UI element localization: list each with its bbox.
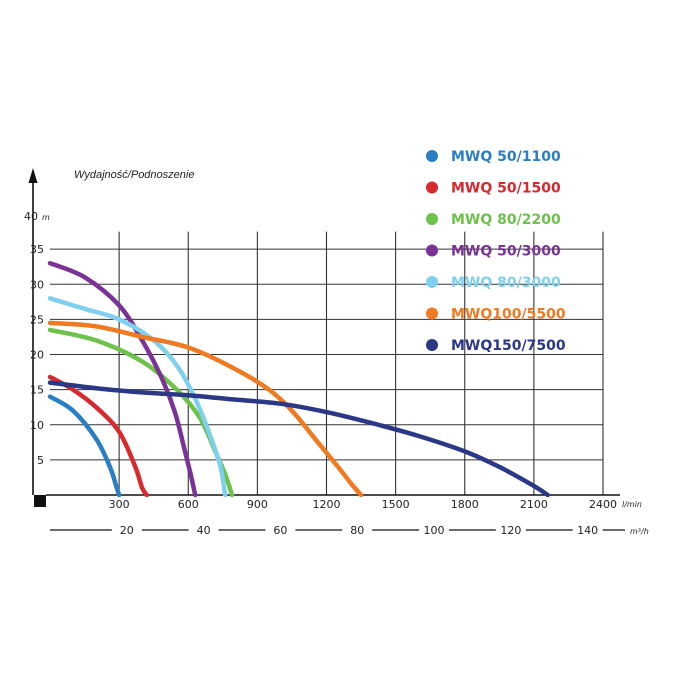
- x-tick-label: 2100: [520, 498, 548, 511]
- legend-label: MWQ 50/1100: [451, 149, 561, 165]
- x2-tick-label: 80: [350, 524, 364, 537]
- x2-unit-label: m³/h: [630, 527, 649, 536]
- legend-label: MWQ100/5500: [451, 307, 566, 323]
- x-tick-label: 2400: [589, 498, 617, 511]
- secondary-tick-gap: [111, 522, 142, 538]
- x-tick-label: 1200: [313, 498, 341, 511]
- x-tick-label: 1800: [451, 498, 479, 511]
- x2-tick-label: 100: [424, 524, 445, 537]
- x2-tick-label: 40: [197, 524, 211, 537]
- secondary-tick-gap: [495, 522, 526, 538]
- y-tick-label: 15: [30, 384, 44, 397]
- secondary-tick-gap: [342, 522, 373, 538]
- legend-label: MWQ 80/3000: [451, 275, 561, 291]
- legend-marker: [426, 213, 438, 225]
- series-line: [47, 374, 150, 498]
- series-line: [47, 320, 364, 498]
- series-line: [47, 260, 198, 498]
- x2-tick-label: 20: [120, 524, 134, 537]
- legend: MWQ 50/1100 MWQ 50/1500 MWQ 80/2200 MWQ 50/…: [426, 149, 566, 354]
- legend-marker: [426, 307, 438, 320]
- secondary-tick-gap: [265, 522, 296, 538]
- x-tick-label: 300: [109, 498, 130, 511]
- y-tick-label: 20: [30, 349, 44, 362]
- legend-label: MWQ150/7500: [451, 338, 566, 354]
- y-tick-label: 10: [30, 419, 44, 432]
- x-tick-label: 1500: [382, 498, 410, 511]
- legend-label: MWQ 50/3000: [451, 244, 561, 260]
- y-top-tick-label: 40: [24, 210, 38, 223]
- y-axis-arrow-icon: [28, 168, 38, 183]
- legend-marker: [426, 339, 438, 351]
- legend-marker: [426, 276, 438, 288]
- y-tick-labels: 5 10 15 20 25 30 35: [30, 243, 44, 467]
- secondary-x-axis: 20 40 60 80 100 120 140: [50, 522, 625, 538]
- legend-marker: [426, 181, 438, 194]
- legend-marker: [426, 244, 438, 257]
- x-unit-label: l/min: [622, 500, 642, 509]
- y-unit-label: m: [42, 213, 50, 222]
- secondary-tick-gap: [419, 522, 450, 538]
- axes: [28, 168, 620, 507]
- series-line: [47, 296, 228, 498]
- series-line: [47, 394, 122, 498]
- secondary-tick-gap: [188, 522, 219, 538]
- secondary-tick-gap: [572, 522, 603, 538]
- x2-tick-label: 120: [500, 524, 521, 537]
- legend-marker: [426, 150, 438, 162]
- origin-marker: [34, 495, 46, 507]
- series-line: [47, 327, 235, 498]
- series-curves: [47, 260, 550, 498]
- y-tick-label: 5: [37, 454, 44, 467]
- x-tick-label: 600: [178, 498, 199, 511]
- legend-label: MWQ 80/2200: [451, 212, 561, 228]
- legend-label: MWQ 50/1500: [451, 181, 561, 197]
- x-tick-labels: 300 600 900 1200 1500 1800 2100 2400: [109, 498, 617, 511]
- y-tick-label: 30: [30, 278, 44, 291]
- y-axis-title: Wydajność/Podnoszenie: [74, 169, 194, 181]
- x2-tick-label: 140: [577, 524, 598, 537]
- series-line: [47, 380, 550, 498]
- x-tick-label: 900: [247, 498, 268, 511]
- y-tick-label: 35: [30, 243, 44, 256]
- x2-tick-label: 60: [273, 524, 287, 537]
- y-tick-label: 25: [30, 313, 44, 326]
